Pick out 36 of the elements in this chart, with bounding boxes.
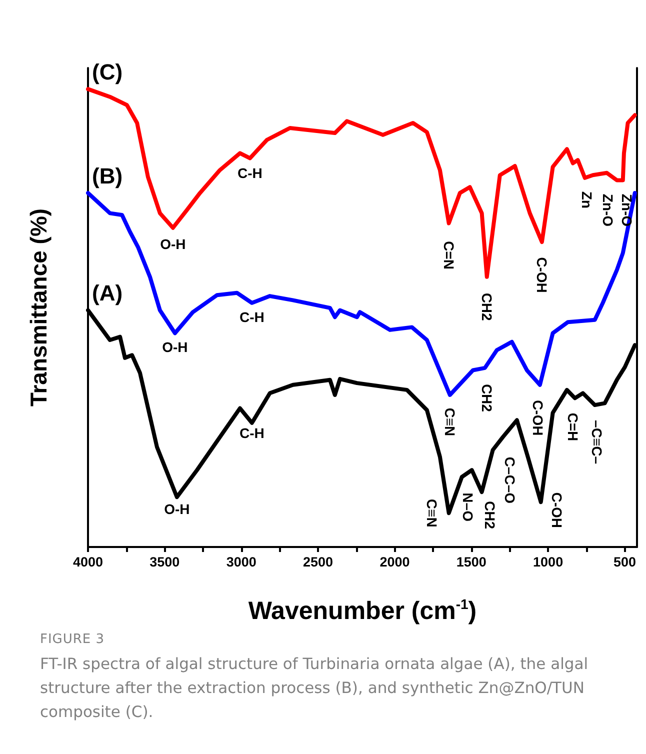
annotation: –C≡C– bbox=[588, 420, 605, 464]
annotation: C-H bbox=[239, 308, 264, 325]
annotation: O-H bbox=[164, 501, 190, 518]
annotation: C=N bbox=[440, 241, 457, 270]
annotation: C=H bbox=[564, 412, 581, 442]
y-axis-title: Transmittance (%) bbox=[26, 208, 52, 407]
annotation: C≡N bbox=[442, 408, 458, 436]
text: FT-IR spectra of algal structure of Turbinaria ornata algae (A), the algal structure after the extraction process (B), and synthetic Zn@ZnO/TUN composite (C). bbox=[40, 654, 590, 723]
annotation: C≡N bbox=[424, 498, 440, 528]
x-tick-label: 1500 bbox=[456, 554, 486, 570]
annotation: O-H bbox=[162, 339, 188, 356]
x-tick-label: 500 bbox=[613, 554, 636, 570]
annotation: Zn-O bbox=[618, 194, 635, 227]
annotation: Zn bbox=[578, 191, 595, 208]
x-tick-label: 1000 bbox=[533, 554, 564, 570]
annotation: CH2 bbox=[478, 292, 495, 322]
annotation: O-H bbox=[160, 236, 186, 252]
series-label: (B) bbox=[92, 164, 123, 189]
series-label: (A) bbox=[92, 280, 123, 306]
annotation: N–O bbox=[460, 492, 476, 522]
x-tick-label: 3000 bbox=[226, 554, 256, 570]
annotation: CH2 bbox=[482, 501, 498, 530]
series-label: (C) bbox=[92, 60, 123, 85]
caption: FIGURE 3 bbox=[40, 631, 106, 649]
x-tick-label: 3500 bbox=[150, 554, 180, 570]
x-tick-label: 2500 bbox=[303, 554, 334, 570]
annotation: C–C–O bbox=[502, 456, 518, 504]
annotation: Zn-O bbox=[600, 194, 616, 227]
annotation: C-OH bbox=[534, 257, 550, 293]
annotation: C-H bbox=[239, 424, 264, 441]
annotation: C-OH bbox=[548, 492, 565, 528]
annotation: CH2 bbox=[478, 384, 495, 412]
annotation: C-H bbox=[237, 165, 262, 182]
x-tick-label: 4000 bbox=[72, 554, 104, 570]
annotation: C-OH bbox=[530, 400, 546, 436]
x-tick-label: 2000 bbox=[380, 554, 410, 570]
